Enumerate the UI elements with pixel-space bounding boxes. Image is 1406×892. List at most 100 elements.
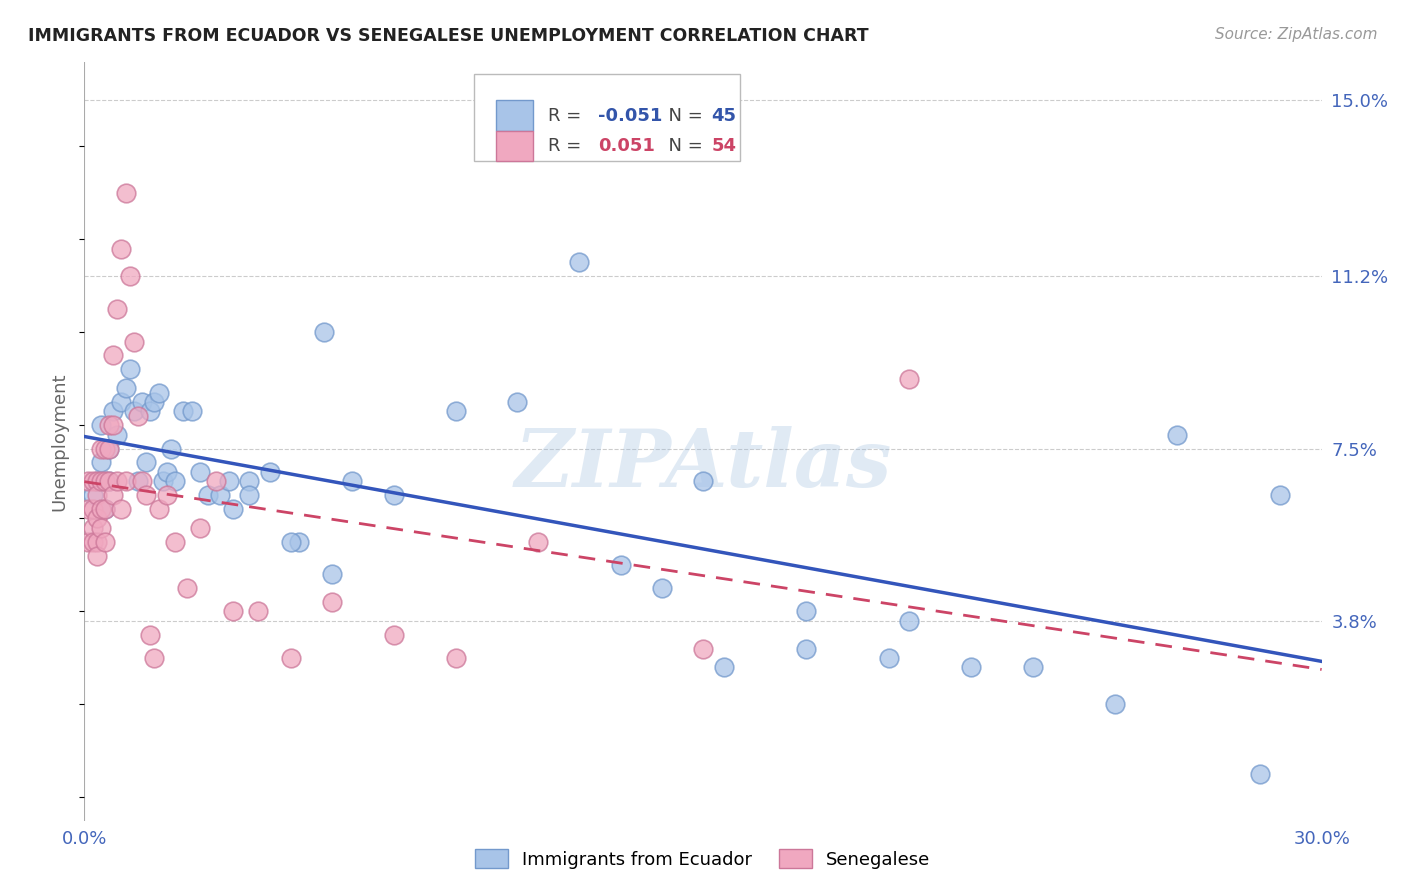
Point bbox=[188, 465, 211, 479]
Point bbox=[94, 502, 117, 516]
Point bbox=[94, 474, 117, 488]
Point bbox=[238, 488, 260, 502]
Point bbox=[110, 502, 132, 516]
Point bbox=[382, 627, 405, 641]
Point bbox=[1249, 767, 1271, 781]
FancyBboxPatch shape bbox=[474, 74, 740, 161]
Point bbox=[342, 474, 364, 488]
Point bbox=[118, 269, 141, 284]
Point bbox=[197, 488, 219, 502]
Point bbox=[105, 427, 128, 442]
Point bbox=[321, 567, 343, 582]
Point bbox=[156, 488, 179, 502]
Point bbox=[156, 465, 179, 479]
Point bbox=[280, 650, 302, 665]
Point bbox=[794, 604, 817, 618]
Point bbox=[160, 442, 183, 456]
Point bbox=[90, 474, 112, 488]
Point bbox=[205, 474, 228, 488]
Point bbox=[103, 404, 125, 418]
Point bbox=[103, 349, 125, 363]
Point bbox=[77, 534, 100, 549]
Point bbox=[506, 395, 529, 409]
Point bbox=[98, 442, 121, 456]
Point bbox=[127, 474, 149, 488]
Point bbox=[877, 650, 900, 665]
Point bbox=[86, 534, 108, 549]
Point bbox=[148, 385, 170, 400]
Point bbox=[122, 334, 145, 349]
Point bbox=[86, 549, 108, 563]
Point bbox=[288, 534, 311, 549]
Point bbox=[898, 614, 921, 628]
Point bbox=[188, 520, 211, 534]
Point bbox=[209, 488, 232, 502]
Point bbox=[135, 455, 157, 469]
Point bbox=[118, 362, 141, 376]
Point bbox=[152, 474, 174, 488]
Point bbox=[77, 474, 100, 488]
Text: 0.051: 0.051 bbox=[598, 136, 655, 155]
Point bbox=[960, 660, 983, 674]
Legend: Immigrants from Ecuador, Senegalese: Immigrants from Ecuador, Senegalese bbox=[468, 842, 938, 876]
Point bbox=[114, 186, 136, 200]
Point bbox=[90, 502, 112, 516]
Point bbox=[103, 418, 125, 433]
Point bbox=[180, 404, 202, 418]
Text: 45: 45 bbox=[711, 106, 737, 125]
Point bbox=[165, 474, 187, 488]
Point bbox=[105, 301, 128, 316]
Point bbox=[143, 650, 166, 665]
Point bbox=[794, 641, 817, 656]
Point bbox=[98, 474, 121, 488]
Point bbox=[259, 465, 281, 479]
Point bbox=[105, 474, 128, 488]
Point bbox=[86, 488, 108, 502]
FancyBboxPatch shape bbox=[496, 130, 533, 161]
Text: Source: ZipAtlas.com: Source: ZipAtlas.com bbox=[1215, 27, 1378, 42]
Point bbox=[135, 488, 157, 502]
Point bbox=[82, 502, 104, 516]
FancyBboxPatch shape bbox=[496, 101, 533, 130]
Point bbox=[1104, 698, 1126, 712]
Point bbox=[110, 242, 132, 256]
Point bbox=[1022, 660, 1045, 674]
Point bbox=[176, 581, 198, 595]
Point bbox=[382, 488, 405, 502]
Point bbox=[98, 442, 121, 456]
Text: -0.051: -0.051 bbox=[598, 106, 662, 125]
Point bbox=[94, 442, 117, 456]
Point bbox=[692, 474, 714, 488]
Point bbox=[165, 534, 187, 549]
Point bbox=[246, 604, 269, 618]
Point bbox=[692, 641, 714, 656]
Point bbox=[898, 372, 921, 386]
Point bbox=[1270, 488, 1292, 502]
Point bbox=[127, 409, 149, 423]
Point bbox=[222, 502, 245, 516]
Point bbox=[527, 534, 550, 549]
Text: 54: 54 bbox=[711, 136, 737, 155]
Point bbox=[90, 520, 112, 534]
Text: N =: N = bbox=[657, 136, 709, 155]
Point bbox=[280, 534, 302, 549]
Point bbox=[86, 474, 108, 488]
Point bbox=[94, 502, 117, 516]
Point bbox=[90, 418, 112, 433]
Point bbox=[651, 581, 673, 595]
Point bbox=[172, 404, 194, 418]
Point bbox=[218, 474, 240, 488]
Point bbox=[444, 650, 467, 665]
Point bbox=[94, 474, 117, 488]
Point bbox=[312, 325, 335, 339]
Text: N =: N = bbox=[657, 106, 709, 125]
Point bbox=[114, 474, 136, 488]
Point bbox=[82, 534, 104, 549]
Point bbox=[131, 474, 153, 488]
Point bbox=[94, 534, 117, 549]
Point bbox=[98, 474, 121, 488]
Point bbox=[82, 488, 104, 502]
Point bbox=[139, 404, 162, 418]
Point bbox=[77, 502, 100, 516]
Point bbox=[86, 474, 108, 488]
